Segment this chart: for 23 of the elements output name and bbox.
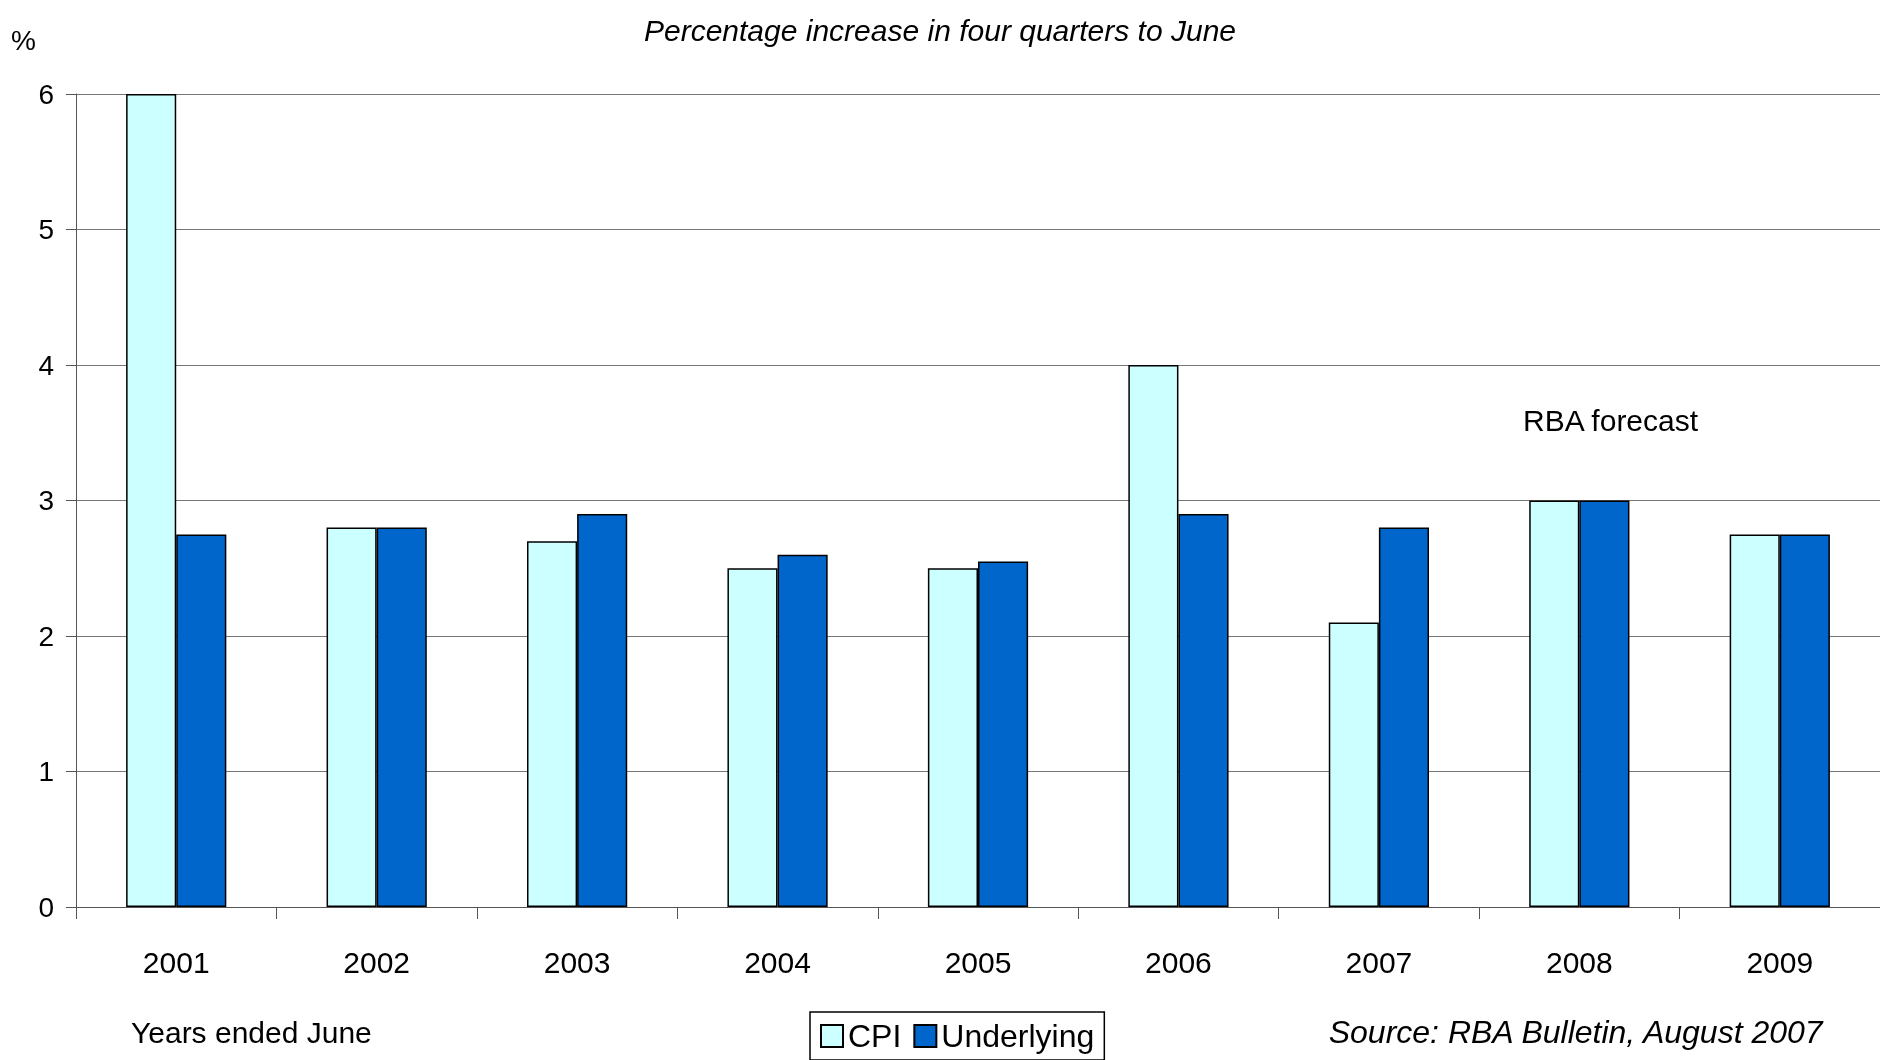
x-tick-label: 2006 <box>1145 945 1212 979</box>
y-tick-label: 0 <box>38 891 54 923</box>
x-tick-label: 2002 <box>343 945 411 979</box>
y-tick-label: 5 <box>38 214 54 245</box>
legend-label: CPI <box>848 1018 902 1054</box>
x-tick-label: 2003 <box>543 945 611 979</box>
x-tick-label: 2004 <box>744 945 811 979</box>
y-axis-title: % <box>11 24 36 56</box>
x-tick-label: 2007 <box>1345 945 1413 979</box>
x-tick-label: 2001 <box>142 945 210 979</box>
source-note: Source: RBA Bulletin, August 2007 <box>1328 1014 1824 1050</box>
y-tick-label: 4 <box>38 349 54 381</box>
x-tick-label: 2008 <box>1545 945 1613 979</box>
x-axis-title: Years ended June <box>131 1015 372 1049</box>
y-tick-label: 3 <box>38 485 54 516</box>
chart-subtitle: Percentage increase in four quarters to June <box>643 13 1237 47</box>
x-tick-label: 2005 <box>944 945 1012 979</box>
y-tick-label: 2 <box>38 620 54 652</box>
legend-label: Underlying <box>941 1018 1095 1054</box>
y-tick-label: 6 <box>38 78 54 110</box>
annotation: RBA forecast <box>1523 403 1699 437</box>
y-tick-label: 1 <box>38 756 54 787</box>
x-tick-label: 2009 <box>1746 945 1814 979</box>
